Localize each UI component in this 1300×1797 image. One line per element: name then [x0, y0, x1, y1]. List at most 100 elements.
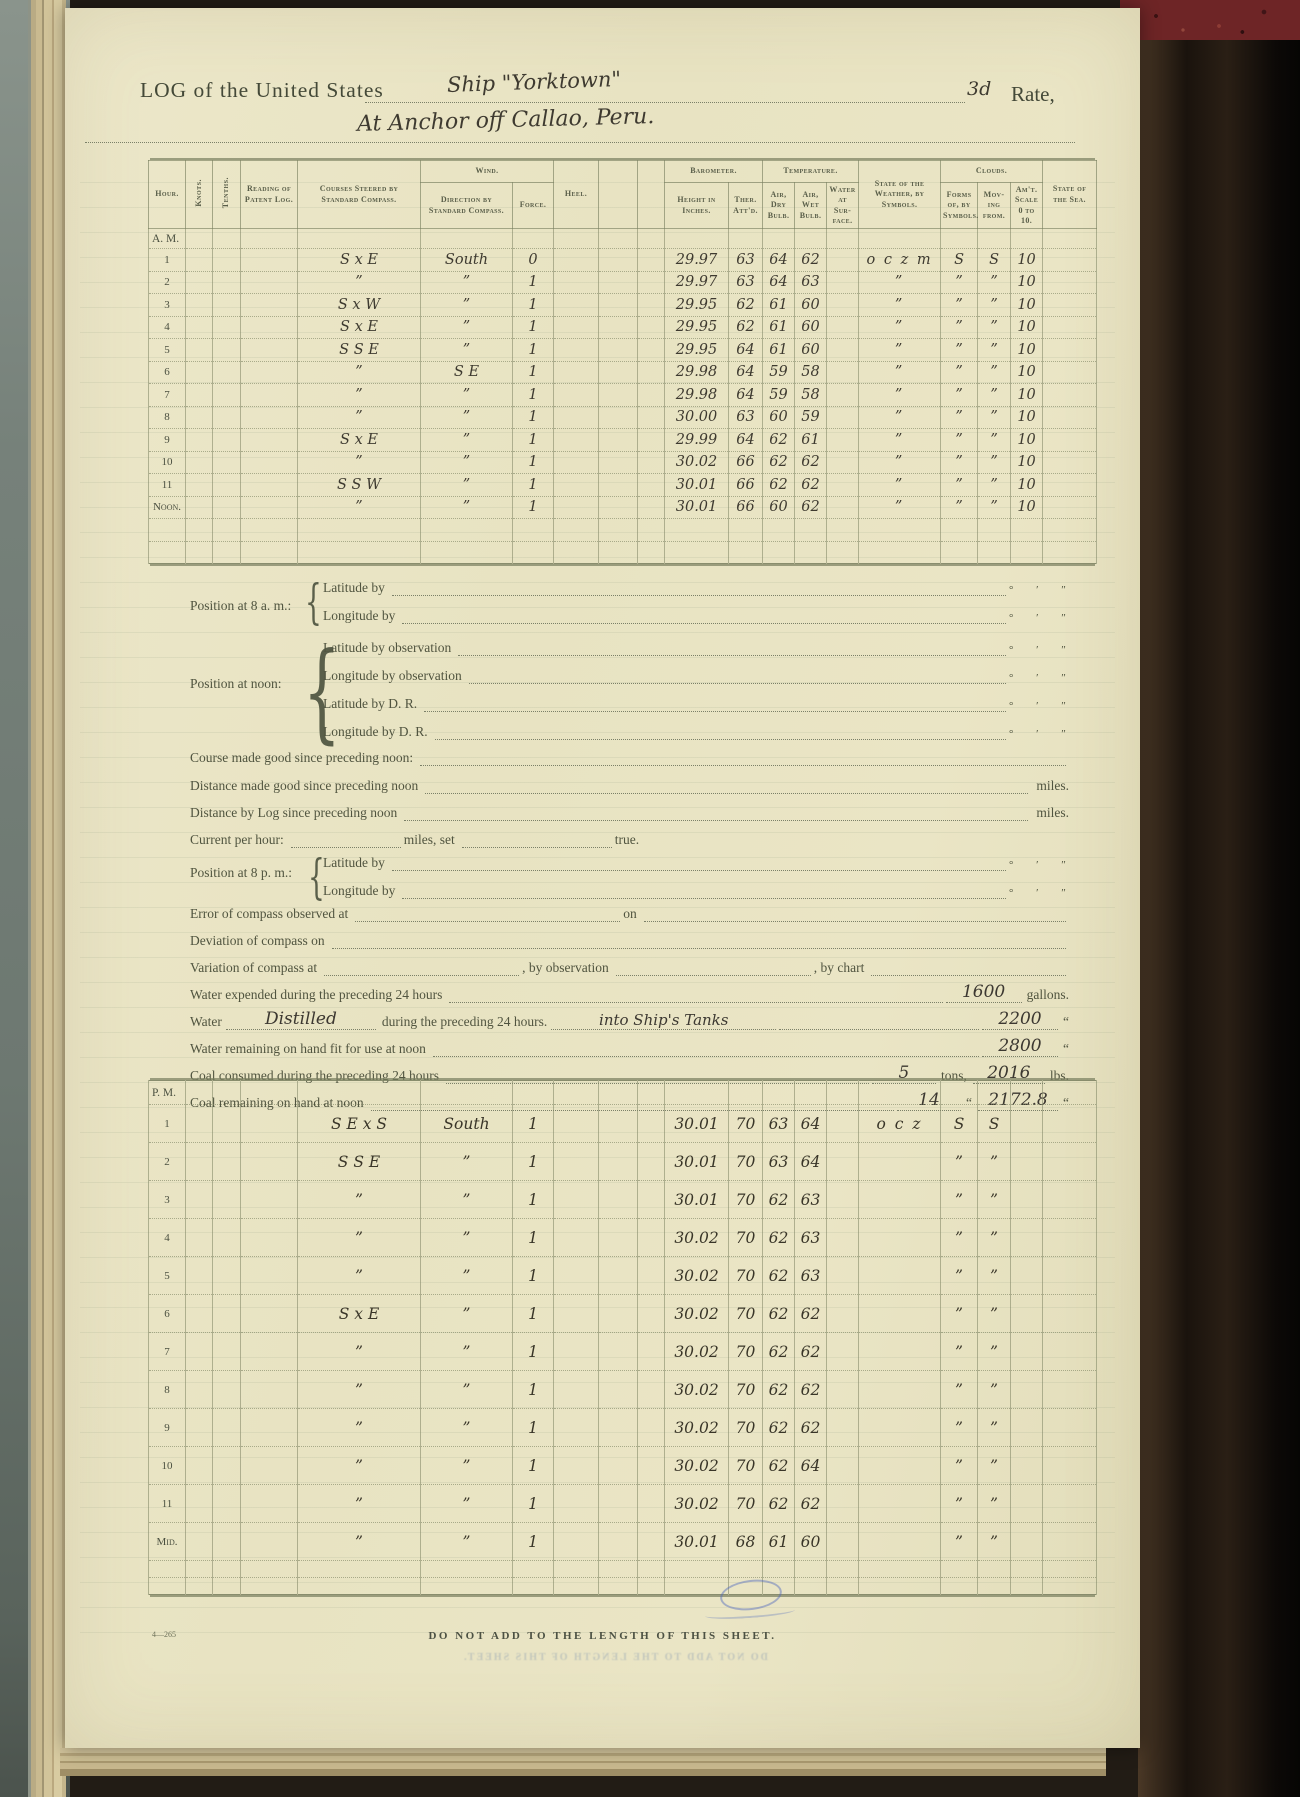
- cell-tenths: [212, 405, 241, 429]
- cell-n2: [637, 1332, 665, 1371]
- col-weather: State of the Weather, by Symbols.: [858, 160, 942, 229]
- cell-course: S x E: [297, 248, 421, 271]
- cell-n1: [598, 1256, 638, 1295]
- cell-moving: ”: [977, 1446, 1011, 1485]
- cell-forms: [940, 1560, 978, 1578]
- blank-line: [404, 807, 1029, 821]
- cell-n2: [637, 1256, 665, 1295]
- cell-tenths: [212, 1218, 241, 1257]
- cell-dry: 62: [762, 1294, 795, 1333]
- log-row: 5”” 1 30.02 70 62 63””: [148, 1256, 1097, 1295]
- cell-forms: ”: [940, 495, 979, 519]
- cell-force: 1: [512, 1332, 554, 1371]
- cell-wet: 60: [794, 315, 828, 339]
- coal-consumed-label: Coal consumed during the preceding 24 ho…: [190, 1068, 439, 1083]
- cell-weather: [858, 228, 942, 249]
- cell-weather: ”: [858, 495, 942, 519]
- cell-forms: ”: [940, 1332, 978, 1371]
- cell-forms: [940, 1080, 978, 1105]
- cell-weather: ”: [858, 450, 942, 474]
- cell-hour: 11: [148, 473, 186, 496]
- angle-marks: ° ′ ″: [1009, 584, 1076, 596]
- cell-patent: [240, 338, 298, 361]
- bleedthrough-notice: DO NOT ADD TO THE LENGTH OF THIS SHEET.: [462, 1652, 768, 1663]
- cell-force: 1: [511, 473, 555, 496]
- cell-knots: [185, 1484, 213, 1523]
- cell-ther: 70: [728, 1180, 763, 1219]
- lon-8pm-label: Longitude by: [323, 883, 396, 898]
- cell-dir: [420, 1577, 513, 1595]
- cell-sea: [1042, 473, 1098, 496]
- error-compass-label: Error of compass observed at: [190, 906, 349, 921]
- cell-n2: [637, 383, 666, 406]
- cell-course: S S E: [297, 338, 421, 361]
- cell-ther: 70: [728, 1218, 763, 1257]
- cell-amt: 10: [1010, 360, 1044, 384]
- cell-n2: [637, 428, 666, 451]
- cell-hour: 2: [148, 270, 186, 294]
- cell-amt: [1010, 1218, 1043, 1257]
- cell-patent: [240, 228, 298, 249]
- cell-ther: [728, 1080, 763, 1105]
- cell-amt: [1010, 1080, 1043, 1105]
- cell-n2: [637, 540, 666, 564]
- cell-dir: ”: [420, 338, 513, 361]
- cell-tenths: [212, 1484, 241, 1523]
- cell-dry: 62: [762, 428, 796, 451]
- cell-height: 30.00: [664, 405, 730, 429]
- cell-height: 29.97: [664, 270, 730, 294]
- cell-moving: ”: [977, 338, 1012, 361]
- cell-knots: [185, 1408, 213, 1447]
- cell-height: 30.02: [664, 1484, 729, 1523]
- cell-height: 29.98: [664, 383, 730, 406]
- cell-dir: S E: [420, 360, 513, 384]
- cell-weather: [858, 1577, 941, 1595]
- cell-moving: [977, 1577, 1011, 1595]
- brace-8am: {: [305, 574, 322, 630]
- cell-n2: [637, 495, 666, 519]
- cell-dir: ”: [420, 315, 513, 339]
- cell-tenths: [212, 540, 241, 564]
- cell-heel: [553, 518, 600, 541]
- cell-tenths: [212, 1370, 241, 1409]
- cell-weather: [858, 1218, 941, 1257]
- cell-n2: [637, 293, 666, 316]
- cell-n2: [637, 1484, 665, 1523]
- cell-sea: [1042, 1370, 1097, 1409]
- cell-amt: 10: [1010, 270, 1044, 294]
- cell-heel: [553, 1560, 599, 1578]
- cell-dry: 62: [762, 1484, 795, 1523]
- cell-amt: [1010, 1180, 1043, 1219]
- cell-wet: 60: [794, 1522, 827, 1561]
- cell-tenths: [212, 315, 241, 339]
- cell-tenths: [212, 518, 241, 541]
- cell-forms: [940, 540, 979, 564]
- cell-n1: [598, 540, 639, 564]
- course-made-good-label: Course made good since preceding noon:: [190, 750, 414, 765]
- cell-patent: [240, 495, 298, 519]
- cell-sea: [1042, 1560, 1097, 1578]
- cell-heel: [553, 270, 600, 294]
- cell-ther: 68: [728, 1522, 763, 1561]
- cell-patent: [240, 1332, 298, 1371]
- cell-dry: [762, 228, 796, 249]
- cell-weather: [858, 1522, 941, 1561]
- cell-forms: ”: [940, 1218, 978, 1257]
- cell-sea: [1042, 1294, 1097, 1333]
- lat-obs-label: Latitude by observation: [323, 640, 452, 655]
- cell-amt: [1010, 1256, 1043, 1295]
- cell-n2: [637, 1180, 665, 1219]
- cell-course: ”: [297, 1446, 421, 1485]
- cell-amt: [1010, 1142, 1043, 1181]
- cell-force: [512, 1080, 554, 1105]
- cell-moving: ”: [977, 1142, 1011, 1181]
- cell-forms: ”: [940, 1484, 978, 1523]
- cell-forms: ”: [940, 1408, 978, 1447]
- cell-weather: [858, 1180, 941, 1219]
- cell-wet: 58: [794, 360, 828, 384]
- cell-wet: 63: [794, 1256, 827, 1295]
- cell-n2: [637, 518, 666, 541]
